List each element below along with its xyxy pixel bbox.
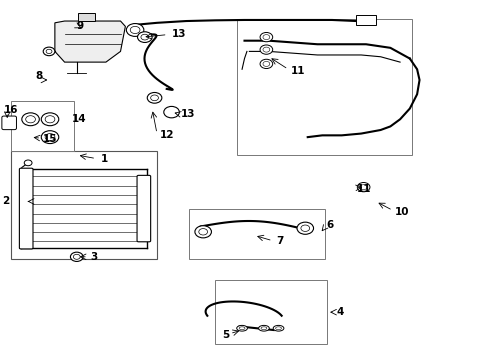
Circle shape [296, 222, 313, 234]
FancyBboxPatch shape [20, 168, 33, 249]
Circle shape [260, 45, 272, 54]
Text: 10: 10 [394, 207, 409, 217]
Circle shape [357, 183, 369, 192]
Circle shape [126, 23, 143, 36]
Circle shape [263, 47, 269, 52]
Text: 2: 2 [2, 197, 10, 206]
FancyBboxPatch shape [2, 116, 17, 130]
Text: 14: 14 [72, 114, 86, 124]
Bar [215, 280, 326, 344]
Circle shape [45, 134, 55, 141]
Bar [356, 15, 375, 25]
Circle shape [199, 229, 207, 235]
Circle shape [150, 95, 158, 101]
Circle shape [195, 226, 211, 238]
Text: 12: 12 [159, 130, 174, 140]
Ellipse shape [273, 325, 284, 331]
Text: 16: 16 [4, 105, 18, 115]
Bar [237, 19, 411, 155]
Text: 3: 3 [90, 252, 97, 262]
Bar [78, 13, 95, 21]
Text: 13: 13 [181, 109, 195, 119]
Circle shape [263, 35, 269, 40]
Text: 4: 4 [336, 307, 344, 317]
Circle shape [141, 34, 148, 40]
Text: 6: 6 [325, 220, 333, 230]
FancyBboxPatch shape [137, 175, 150, 242]
Text: 11: 11 [356, 184, 370, 194]
Circle shape [24, 160, 32, 166]
Ellipse shape [236, 325, 247, 331]
Circle shape [147, 93, 162, 103]
Circle shape [263, 62, 269, 66]
Text: 1: 1 [101, 154, 108, 163]
Circle shape [130, 26, 140, 33]
Text: 15: 15 [42, 134, 57, 144]
Circle shape [163, 107, 179, 118]
Text: 8: 8 [35, 71, 42, 81]
Circle shape [41, 113, 59, 126]
Ellipse shape [258, 325, 269, 331]
Circle shape [46, 49, 52, 54]
Ellipse shape [261, 327, 266, 330]
Ellipse shape [275, 327, 281, 330]
Circle shape [73, 254, 80, 259]
Text: 13: 13 [171, 28, 186, 39]
Circle shape [70, 252, 83, 261]
Text: 9: 9 [77, 21, 84, 31]
Bar [11, 102, 74, 152]
Circle shape [300, 225, 309, 231]
Circle shape [41, 131, 59, 144]
Text: 11: 11 [290, 66, 305, 76]
Circle shape [45, 116, 55, 123]
Polygon shape [55, 21, 125, 62]
Circle shape [26, 116, 35, 123]
Circle shape [43, 47, 55, 56]
Ellipse shape [239, 327, 244, 330]
Circle shape [22, 113, 39, 126]
Circle shape [260, 32, 272, 42]
Bar [188, 208, 324, 258]
Circle shape [360, 185, 366, 190]
Bar [11, 152, 157, 258]
Circle shape [260, 59, 272, 68]
Text: 5: 5 [222, 330, 229, 341]
Circle shape [137, 32, 152, 42]
Text: 7: 7 [276, 236, 283, 246]
